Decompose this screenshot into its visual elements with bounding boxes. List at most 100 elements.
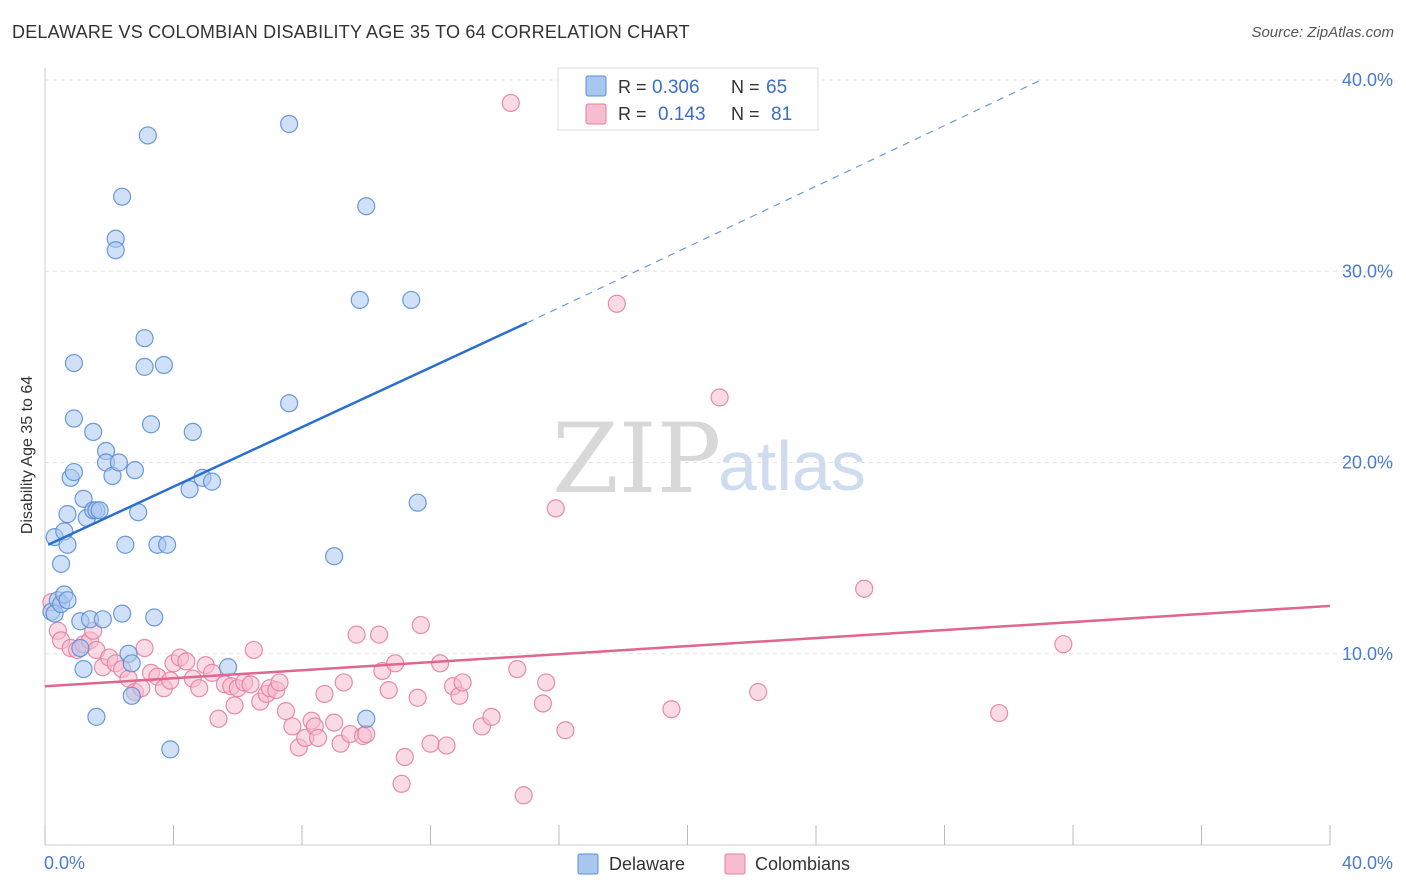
legend-bottom-delaware: Delaware (609, 854, 685, 874)
colombians-point-23 (177, 652, 196, 671)
colombians-point-73 (508, 659, 527, 679)
legend-n-label-delaware: N = (731, 77, 760, 97)
delaware-point-48 (157, 535, 177, 554)
delaware-point-26 (93, 610, 112, 629)
colombians-point-74 (514, 786, 533, 805)
y-tick-label-3: 40.0% (1342, 70, 1393, 90)
colombians-point-82 (749, 682, 768, 702)
colombians-point-41 (276, 702, 296, 721)
colombians-point-66 (437, 736, 456, 755)
colombians-trend-line (44, 604, 1331, 688)
delaware-point-44 (141, 415, 161, 434)
colombians-point-71 (482, 707, 501, 726)
colombians-point-55 (357, 724, 376, 744)
y-axis-label: Disability Age 35 to 64 (19, 376, 36, 534)
delaware-point-6 (51, 554, 71, 573)
colombians-point-83 (855, 579, 874, 598)
legend-bottom-swatch-colombians (724, 853, 746, 875)
colombians-point-25 (190, 679, 209, 698)
colombians-point-72 (501, 93, 520, 113)
watermark-atlas: atlas (718, 427, 866, 505)
colombians-point-81 (710, 388, 729, 407)
delaware-point-37 (122, 686, 141, 705)
legend-top: R = 0.306 N = 65 R = 0.143 N = 81 (557, 67, 819, 131)
delaware-point-34 (112, 187, 132, 206)
colombians-point-48 (315, 684, 334, 704)
colombians-point-60 (392, 774, 411, 793)
colombians-point-69 (453, 673, 472, 692)
delaware-point-54 (219, 658, 238, 677)
colombians-point-53 (347, 625, 366, 644)
delaware-point-33 (112, 604, 132, 623)
legend-r-value-colombians: 0.143 (658, 104, 706, 125)
x-tick-labels: 0.0% 40.0% (44, 853, 1393, 873)
colombians-point-35 (244, 640, 263, 660)
delaware-point-49 (161, 740, 180, 759)
delaware-point-25 (87, 707, 106, 726)
delaware-point-12 (64, 353, 84, 373)
colombians-point-16 (135, 638, 154, 658)
colombians-point-28 (209, 709, 228, 728)
delaware-trend-line (47, 321, 528, 546)
delaware-point-57 (325, 547, 344, 566)
delaware-points (42, 114, 427, 759)
colombians-point-64 (421, 734, 440, 753)
colombians-point-79 (607, 294, 626, 313)
trend-lines (44, 79, 1331, 688)
watermark-zip: ZIP (552, 403, 721, 515)
legend-bottom: Delaware Colombians (577, 853, 850, 875)
legend-bottom-colombians: Colombians (755, 854, 850, 874)
chart-title: DELAWARE VS COLOMBIAN DISABILITY AGE 35 … (12, 22, 690, 42)
colombians-point-63 (411, 615, 430, 635)
delaware-point-43 (138, 126, 157, 145)
colombians-point-75 (533, 694, 553, 713)
y-tick-label-2: 30.0% (1342, 261, 1393, 281)
colombians-point-77 (546, 499, 565, 518)
colombians-point-51 (334, 673, 353, 692)
legend-r-label-colombians: R = (618, 104, 647, 124)
colombians-points (42, 93, 1073, 805)
y-tick-labels: 10.0% 20.0% 30.0% 40.0% (1342, 70, 1393, 664)
delaware-point-56 (280, 394, 299, 413)
colombians-point-47 (308, 728, 328, 748)
colombians-point-65 (431, 654, 450, 673)
source-label: Source: ZipAtlas.com (1251, 24, 1394, 41)
colombians-point-84 (990, 703, 1009, 723)
delaware-point-9 (58, 591, 77, 610)
legend-n-value-colombians: 81 (771, 104, 792, 125)
colombians-point-76 (537, 673, 556, 692)
delaware-point-60 (357, 709, 376, 728)
colombians-point-78 (556, 721, 575, 740)
colombians-point-49 (325, 713, 344, 732)
delaware-point-31 (106, 241, 125, 260)
grid-lines (45, 79, 1395, 655)
legend-n-label-colombians: N = (731, 104, 760, 124)
delaware-point-58 (350, 290, 369, 310)
colombians-point-42 (283, 717, 302, 736)
colombians-point-85 (1054, 635, 1073, 654)
colombians-point-31 (225, 696, 244, 715)
x-tick-label-0: 0.0% (44, 853, 85, 873)
legend-r-label-delaware: R = (618, 77, 647, 97)
delaware-point-61 (402, 290, 421, 310)
delaware-point-17 (74, 659, 93, 679)
colombians-point-34 (241, 675, 260, 694)
legend-swatch-delaware (585, 75, 607, 97)
delaware-point-45 (145, 608, 164, 627)
delaware-point-42 (135, 357, 154, 376)
colombians-point-61 (395, 747, 414, 767)
delaware-point-13 (64, 409, 84, 428)
delaware-point-21 (84, 422, 103, 441)
watermark: ZIP atlas (552, 403, 866, 515)
colombians-point-80 (662, 700, 681, 719)
delaware-point-41 (135, 329, 154, 348)
x-tick-label-1: 40.0% (1342, 853, 1393, 873)
legend-n-value-delaware: 65 (766, 77, 787, 98)
legend-r-value-delaware: 0.306 (652, 77, 700, 98)
legend-bottom-swatch-delaware (577, 853, 599, 875)
delaware-point-55 (280, 114, 299, 134)
colombians-point-56 (370, 625, 389, 644)
colombians-point-20 (161, 671, 180, 690)
delaware-point-24 (90, 501, 109, 520)
